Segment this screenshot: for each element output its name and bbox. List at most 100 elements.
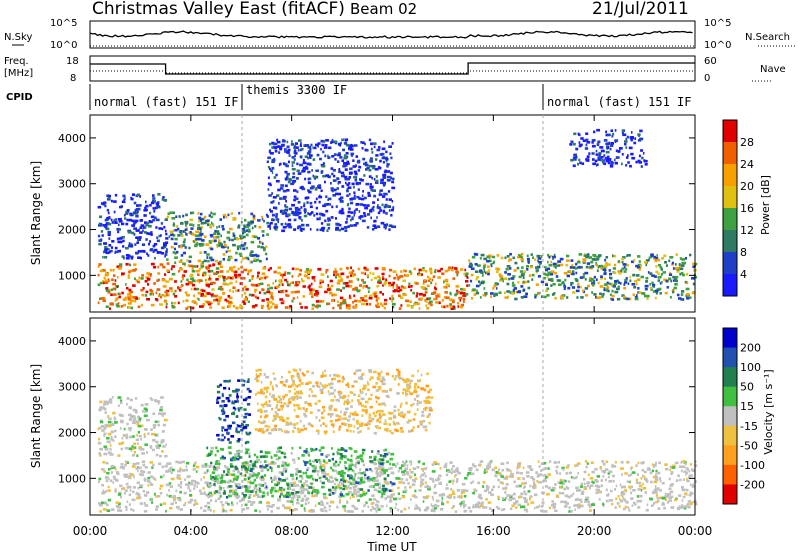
heatmap-cell: [554, 296, 557, 300]
heatmap-cell: [341, 207, 344, 211]
heatmap-cell: [348, 463, 352, 466]
heatmap-cell: [267, 287, 270, 291]
heatmap-cell: [363, 477, 366, 480]
heatmap-cell: [375, 503, 379, 507]
heatmap-cell: [506, 469, 511, 472]
heatmap-cell: [645, 263, 648, 267]
heatmap-cell: [186, 293, 190, 297]
heatmap-cell: [597, 281, 600, 285]
heatmap-cell: [380, 178, 384, 182]
heatmap-cell: [261, 215, 264, 219]
heatmap-cell: [215, 446, 218, 450]
heatmap-cell: [457, 305, 460, 308]
heatmap-cell: [481, 274, 484, 277]
heatmap-cell: [172, 224, 176, 227]
heatmap-cell: [508, 258, 513, 261]
heatmap-cell: [338, 483, 340, 487]
heatmap-cell: [287, 223, 291, 226]
heatmap-cell: [282, 273, 286, 277]
heatmap-cell: [177, 484, 180, 487]
heatmap-cell: [615, 156, 620, 159]
heatmap-cell: [288, 154, 291, 157]
heatmap-cell: [199, 226, 204, 229]
heatmap-cell: [260, 484, 264, 487]
heatmap-cell: [337, 448, 341, 452]
heatmap-cell: [615, 287, 620, 291]
heatmap-cell: [105, 479, 109, 483]
heatmap-cell: [372, 205, 375, 209]
heatmap-cell: [271, 480, 273, 483]
heatmap-cell: [470, 481, 473, 485]
heatmap-cell: [145, 491, 150, 494]
heatmap-cell: [319, 216, 322, 220]
heatmap-cell: [287, 493, 292, 497]
heatmap-cell: [209, 499, 213, 502]
heatmap-cell: [607, 289, 610, 293]
heatmap-cell: [657, 279, 661, 282]
heatmap-cell: [106, 194, 110, 197]
heatmap-cell: [327, 175, 331, 179]
heatmap-cell: [192, 211, 195, 215]
heatmap-cell: [336, 505, 339, 509]
heatmap-cell: [291, 509, 295, 512]
heatmap-cell: [203, 215, 207, 219]
heatmap-cell: [435, 499, 440, 503]
heatmap-cell: [388, 224, 393, 227]
heatmap-cell: [302, 487, 305, 490]
heatmap-cell: [317, 473, 319, 476]
heatmap-cell: [521, 266, 524, 269]
heatmap-cell: [210, 450, 213, 453]
heatmap-cell: [276, 194, 280, 197]
heatmap-cell: [359, 481, 364, 484]
heatmap-cell: [239, 305, 243, 309]
heatmap-cell: [120, 305, 123, 308]
heatmap-cell: [323, 496, 327, 499]
heatmap-cell: [618, 271, 622, 275]
heatmap-cell: [196, 279, 199, 283]
heatmap-cell: [349, 294, 351, 298]
heatmap-cell: [135, 251, 139, 255]
heatmap-cell: [375, 469, 379, 473]
heatmap-cell: [379, 159, 382, 163]
heatmap-cell: [372, 479, 376, 483]
heatmap-cell: [130, 299, 134, 303]
heatmap-cell: [325, 209, 329, 213]
heatmap-cell: [603, 162, 607, 166]
heatmap-cell: [386, 179, 391, 182]
heatmap-cell: [674, 283, 678, 286]
heatmap-cell: [613, 465, 617, 468]
heatmap-cell: [98, 297, 102, 301]
heatmap-cell: [347, 382, 349, 385]
heatmap-cell: [294, 197, 299, 201]
heatmap-cell: [338, 472, 342, 475]
heatmap-cell: [679, 257, 682, 260]
heatmap-cell: [116, 265, 120, 268]
heatmap-cell: [144, 466, 148, 469]
heatmap-cell: [353, 224, 357, 227]
heatmap-cell: [634, 297, 639, 301]
heatmap-cell: [191, 283, 196, 287]
heatmap-cell: [372, 224, 377, 227]
heatmap-cell: [98, 242, 102, 246]
heatmap-cell: [249, 253, 251, 257]
heatmap-cell: [533, 493, 538, 497]
heatmap-cell: [551, 503, 555, 507]
heatmap-cell: [252, 283, 256, 287]
heatmap-cell: [210, 509, 212, 512]
heatmap-cell: [637, 481, 642, 485]
heatmap-cell: [652, 502, 656, 505]
heatmap-cell: [258, 241, 263, 244]
heatmap-cell: [532, 256, 534, 259]
heatmap-cell: [362, 157, 366, 161]
heatmap-cell: [382, 488, 386, 491]
heatmap-cell: [379, 291, 382, 294]
heatmap-cell: [333, 488, 337, 492]
heatmap-cell: [259, 500, 262, 504]
heatmap-cell: [348, 307, 351, 310]
heatmap-cell: [638, 260, 641, 263]
heatmap-cell: [228, 305, 231, 308]
heatmap-cell: [398, 307, 402, 310]
heatmap-cell: [262, 234, 265, 237]
heatmap-cell: [196, 242, 199, 245]
heatmap-cell: [188, 255, 192, 259]
